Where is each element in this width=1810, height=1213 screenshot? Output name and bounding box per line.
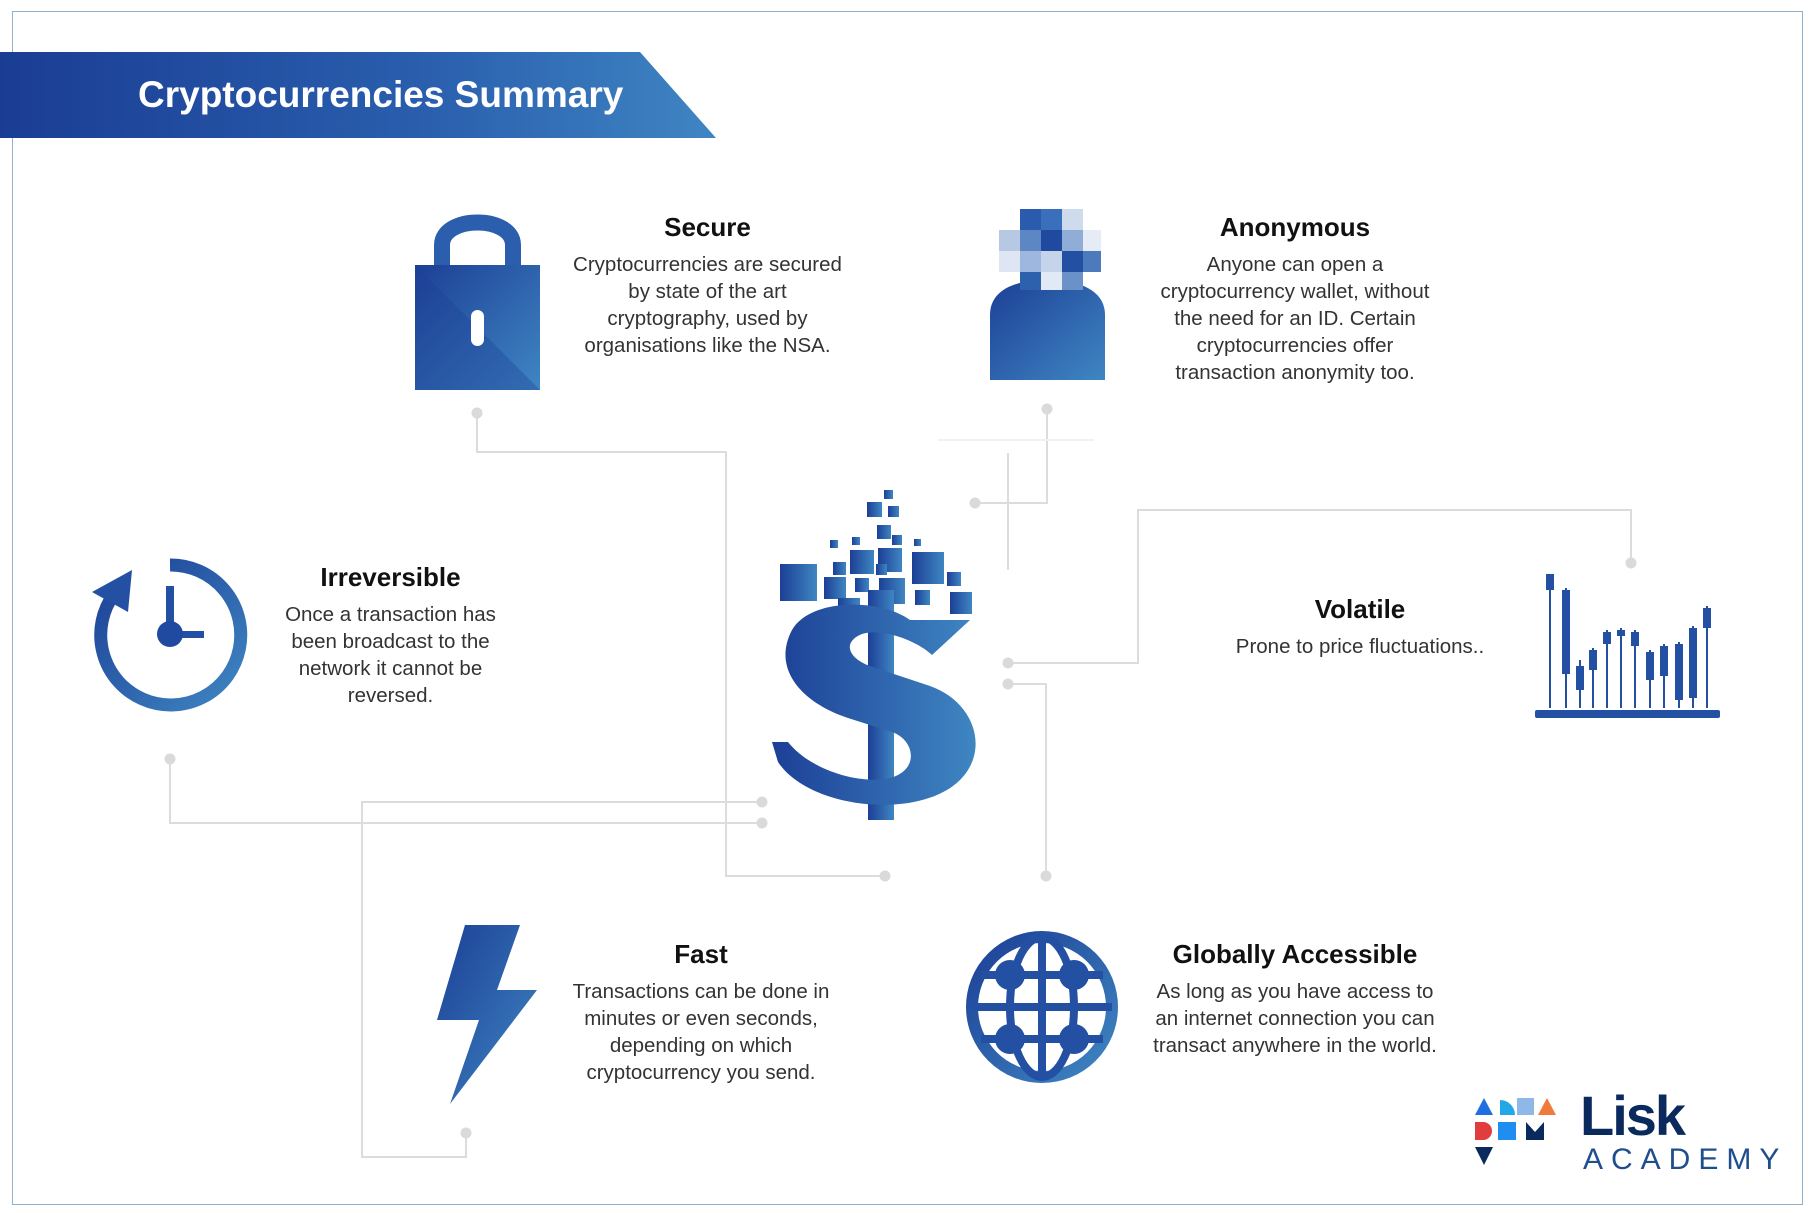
feature-volatile: Volatile Prone to price fluctuations.. <box>1210 594 1510 660</box>
feature-anonymous: Anonymous Anyone can open a cryptocurren… <box>1145 212 1445 386</box>
feature-title: Secure <box>664 212 751 242</box>
feature-description: Cryptocurrencies are secured by state of… <box>573 253 842 357</box>
feature-description: Prone to price fluctuations.. <box>1235 635 1485 658</box>
padlock-icon <box>415 214 540 390</box>
clock-arrow-icon <box>92 558 248 712</box>
dollar-pixel-icon <box>772 490 976 820</box>
feature-title: Fast <box>674 939 728 969</box>
feature-fast: Fast Transactions can be done in minutes… <box>565 939 837 1086</box>
feature-secure: Secure Cryptocurrencies are secured by s… <box>570 212 845 359</box>
feature-title: Anonymous <box>1219 212 1371 242</box>
title-banner: Cryptocurrencies Summary <box>0 52 718 138</box>
academy-logo-icon <box>1475 1098 1556 1165</box>
feature-description: Transactions can be done in minutes or e… <box>572 980 830 1084</box>
feature-description: Once a transaction has been broadcast to… <box>285 603 496 707</box>
logo-brand: Lisk <box>1580 1084 1686 1147</box>
globe-network-icon <box>966 931 1118 1083</box>
lightning-bolt-icon <box>437 925 537 1104</box>
page-title: Cryptocurrencies Summary <box>138 74 624 115</box>
feature-description: Anyone can open a cryptocurrency wallet,… <box>1160 253 1430 384</box>
feature-description: As long as you have access to an interne… <box>1153 980 1437 1057</box>
feature-title: Globally Accessible <box>1172 939 1418 969</box>
feature-title: Volatile <box>1314 594 1406 624</box>
page-frame <box>12 11 1803 1205</box>
candlestick-chart-icon <box>1535 574 1720 718</box>
feature-globally-accessible: Globally Accessible As long as you have … <box>1150 939 1440 1059</box>
pixelated-person-icon <box>990 209 1105 380</box>
logo-subtitle: ACADEMY <box>1583 1143 1788 1176</box>
feature-irreversible: Irreversible Once a transaction has been… <box>263 562 518 709</box>
feature-title: Irreversible <box>320 562 461 592</box>
